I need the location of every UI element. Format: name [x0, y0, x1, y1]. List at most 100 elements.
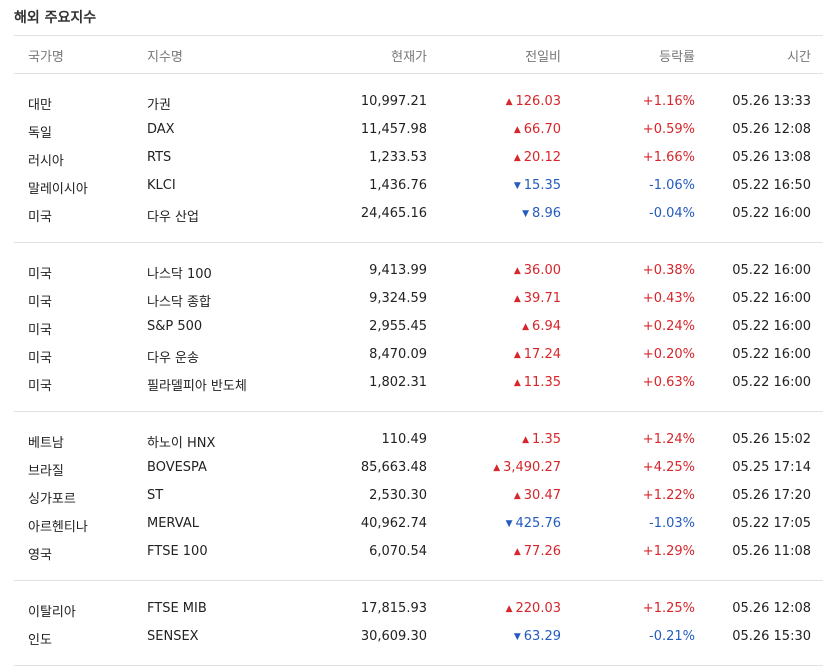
current-price: 9,324.59 [369, 291, 427, 306]
time: 05.26 15:30 [732, 629, 811, 644]
country-name: 말레이시아 [28, 182, 88, 197]
time: 05.26 15:02 [732, 432, 811, 447]
change-rate: +0.43% [642, 291, 695, 306]
table-row[interactable]: 미국 S&P 500 2,955.45 ▲ 6.94 +0.24% 05.22 16:00 [14, 313, 823, 341]
current-price: 2,530.30 [369, 488, 427, 503]
triangle-up-icon: ▲ [522, 322, 530, 332]
table-row[interactable]: 미국 다우 운송 8,470.09 ▲ 17.24 +0.20% 05.22 16:00 [14, 341, 823, 369]
change-value: ▲ 39.71 [514, 291, 561, 306]
index-name[interactable]: 하노이 HNX [147, 436, 216, 451]
triangle-up-icon: ▲ [505, 97, 513, 107]
change-amount: 66.70 [523, 122, 561, 137]
triangle-up-icon: ▲ [493, 463, 501, 473]
triangle-up-icon: ▲ [513, 547, 521, 557]
change-value: ▲ 20.12 [514, 150, 561, 165]
index-name[interactable]: KLCI [147, 178, 176, 193]
current-price: 9,413.99 [369, 263, 427, 278]
current-price: 110.49 [381, 432, 428, 447]
table-row[interactable]: 미국 나스닥 100 9,413.99 ▲ 36.00 +0.38% 05.22 16:00 [14, 257, 823, 285]
index-name[interactable]: FTSE MIB [147, 601, 207, 616]
triangle-down-icon: ▼ [522, 209, 530, 219]
change-amount: 126.03 [515, 94, 562, 109]
index-name[interactable]: 필라델피아 반도체 [147, 379, 247, 394]
table-row[interactable]: 미국 나스닥 종합 9,324.59 ▲ 39.71 +0.43% 05.22 16:00 [14, 285, 823, 313]
change-rate: +0.59% [642, 122, 695, 137]
change-amount: 3,490.27 [503, 460, 561, 475]
time: 05.26 13:08 [732, 150, 811, 165]
index-name[interactable]: 다우 산업 [147, 210, 199, 225]
current-price: 85,663.48 [360, 460, 427, 475]
header-index-name: 지수명 [147, 50, 183, 65]
triangle-up-icon: ▲ [513, 153, 521, 163]
country-name: 대만 [28, 98, 52, 113]
time: 05.26 12:08 [732, 122, 811, 137]
change-rate: +1.24% [642, 432, 695, 447]
change-rate: +1.66% [642, 150, 695, 165]
current-price: 1,233.53 [369, 150, 427, 165]
table-row[interactable]: 브라질 BOVESPA 85,663.48 ▲ 3,490.27 +4.25% 05.25 … [14, 454, 823, 482]
row-group: 베트남 하노이 HNX 110.49 ▲ 1.35 +1.24% 05.26 15:02 브라… [14, 412, 823, 581]
table-row[interactable]: 대만 가권 10,997.21 ▲ 126.03 +1.16% 05.26 13:33 [14, 88, 823, 116]
index-name[interactable]: 나스닥 100 [147, 267, 212, 282]
table-row[interactable]: 말레이시아 KLCI 1,436.76 ▼ 15.35 -1.06% 05.22 16:50 [14, 172, 823, 200]
index-name[interactable]: ST [147, 488, 164, 503]
table-row[interactable]: 인도 SENSEX 30,609.30 ▼ 63.29 -0.21% 05.26 15:30 [14, 623, 823, 651]
time: 05.22 17:05 [732, 516, 811, 531]
change-rate: +0.20% [642, 347, 695, 362]
index-name[interactable]: MERVAL [147, 516, 199, 531]
index-name[interactable]: DAX [147, 122, 175, 137]
current-price: 30,609.30 [360, 629, 427, 644]
triangle-up-icon: ▲ [513, 294, 521, 304]
change-rate: -0.04% [649, 206, 695, 221]
index-name[interactable]: BOVESPA [147, 460, 207, 475]
current-price: 1,802.31 [369, 375, 427, 390]
change-amount: 220.03 [515, 601, 562, 616]
table-row[interactable]: 러시아 RTS 1,233.53 ▲ 20.12 +1.66% 05.26 13:08 [14, 144, 823, 172]
country-name: 인도 [28, 633, 52, 648]
time: 05.22 16:50 [732, 178, 811, 193]
change-amount: 39.71 [523, 291, 561, 306]
index-name[interactable]: 나스닥 종합 [147, 295, 211, 310]
change-rate: -0.21% [649, 629, 695, 644]
change-rate: +1.29% [642, 544, 695, 559]
change-value: ▼ 63.29 [514, 629, 561, 644]
table-body: 대만 가권 10,997.21 ▲ 126.03 +1.16% 05.26 13:33 독일 D… [14, 74, 823, 666]
current-price: 8,470.09 [369, 347, 427, 362]
change-value: ▼ 8.96 [522, 206, 561, 221]
change-value: ▲ 220.03 [506, 601, 561, 616]
time: 05.25 17:14 [732, 460, 811, 475]
change-rate: -1.03% [649, 516, 695, 531]
index-name[interactable]: SENSEX [147, 629, 199, 644]
index-table: 국가명 지수명 현재가 전일비 등락률 시간 대만 가권 10,997.21 ▲ 126… [14, 35, 823, 666]
row-group: 대만 가권 10,997.21 ▲ 126.03 +1.16% 05.26 13:33 독일 D… [14, 74, 823, 243]
country-name: 아르헨티나 [28, 520, 88, 535]
header-country: 국가명 [28, 50, 64, 65]
index-name[interactable]: 다우 운송 [147, 351, 199, 366]
row-group: 이탈리아 FTSE MIB 17,815.93 ▲ 220.03 +1.25% 05.26 … [14, 581, 823, 666]
table-row[interactable]: 싱가포르 ST 2,530.30 ▲ 30.47 +1.22% 05.26 17:20 [14, 482, 823, 510]
country-name: 미국 [28, 323, 52, 338]
table-row[interactable]: 베트남 하노이 HNX 110.49 ▲ 1.35 +1.24% 05.26 15:02 [14, 426, 823, 454]
table-row[interactable]: 미국 필라델피아 반도체 1,802.31 ▲ 11.35 +0.63% 05.22 16:… [14, 369, 823, 397]
change-value: ▼ 425.76 [506, 516, 561, 531]
index-name[interactable]: FTSE 100 [147, 544, 208, 559]
table-row[interactable]: 아르헨티나 MERVAL 40,962.74 ▼ 425.76 -1.03% 05.22 1… [14, 510, 823, 538]
time: 05.22 16:00 [732, 375, 811, 390]
current-price: 24,465.16 [360, 206, 427, 221]
index-name[interactable]: RTS [147, 150, 172, 165]
row-group: 미국 나스닥 100 9,413.99 ▲ 36.00 +0.38% 05.22 16:00… [14, 243, 823, 412]
table-row[interactable]: 이탈리아 FTSE MIB 17,815.93 ▲ 220.03 +1.25% 05.26 … [14, 595, 823, 623]
table-row[interactable]: 독일 DAX 11,457.98 ▲ 66.70 +0.59% 05.26 12:08 [14, 116, 823, 144]
section-title: 해외 주요지수 [14, 10, 97, 26]
country-name: 이탈리아 [28, 605, 76, 620]
table-row[interactable]: 영국 FTSE 100 6,070.54 ▲ 77.26 +1.29% 05.26 11:0… [14, 538, 823, 566]
country-name: 러시아 [28, 154, 64, 169]
table-row[interactable]: 미국 다우 산업 24,465.16 ▼ 8.96 -0.04% 05.22 16:00 [14, 200, 823, 228]
triangle-up-icon: ▲ [513, 125, 521, 135]
country-name: 브라질 [28, 464, 64, 479]
index-name[interactable]: 가권 [147, 98, 171, 113]
change-amount: 20.12 [523, 150, 561, 165]
index-name[interactable]: S&P 500 [147, 319, 203, 334]
change-amount: 15.35 [523, 178, 561, 193]
triangle-up-icon: ▲ [513, 266, 521, 276]
